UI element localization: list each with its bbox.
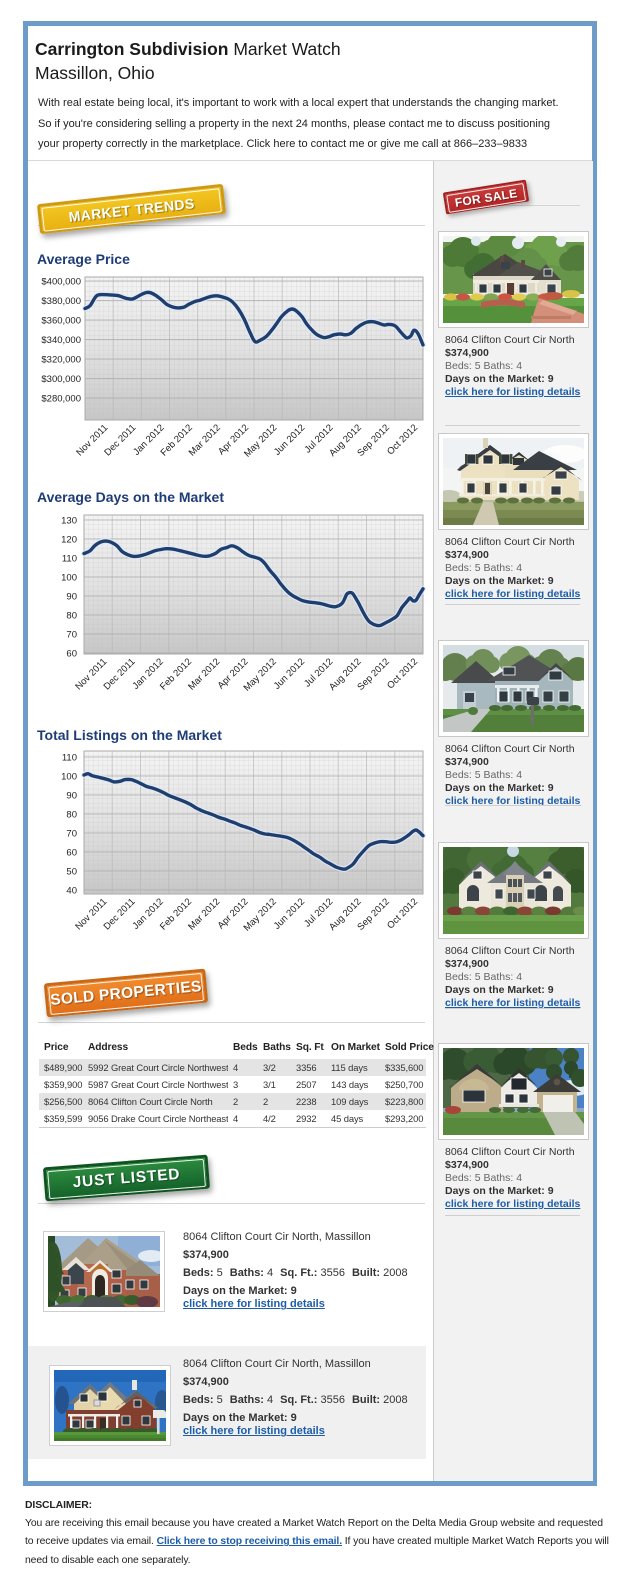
svg-text:$380,000: $380,000 bbox=[41, 296, 81, 307]
svg-text:80: 80 bbox=[66, 810, 77, 821]
svg-text:50: 50 bbox=[66, 867, 77, 878]
svg-text:$300,000: $300,000 bbox=[41, 374, 81, 385]
svg-text:70: 70 bbox=[66, 829, 77, 840]
svg-text:$340,000: $340,000 bbox=[41, 335, 81, 346]
svg-text:100: 100 bbox=[61, 772, 77, 783]
svg-text:Oct 2012: Oct 2012 bbox=[385, 422, 420, 457]
svg-text:Oct 2012: Oct 2012 bbox=[385, 896, 420, 931]
svg-text:Jun 2012: Jun 2012 bbox=[272, 656, 307, 691]
svg-text:$280,000: $280,000 bbox=[41, 394, 81, 405]
svg-text:110: 110 bbox=[62, 753, 77, 764]
svg-text:100: 100 bbox=[61, 573, 77, 584]
svg-text:60: 60 bbox=[66, 848, 77, 859]
svg-text:130: 130 bbox=[61, 516, 77, 527]
svg-text:Jun 2012: Jun 2012 bbox=[272, 422, 307, 457]
svg-text:70: 70 bbox=[66, 630, 77, 641]
svg-text:60: 60 bbox=[66, 649, 77, 660]
svg-text:$400,000: $400,000 bbox=[41, 277, 81, 288]
svg-text:80: 80 bbox=[66, 611, 77, 622]
svg-text:Jun 2012: Jun 2012 bbox=[272, 896, 307, 931]
svg-text:90: 90 bbox=[66, 791, 77, 802]
svg-text:90: 90 bbox=[66, 592, 77, 603]
svg-text:110: 110 bbox=[62, 554, 77, 565]
svg-text:Oct 2012: Oct 2012 bbox=[385, 656, 420, 691]
svg-text:40: 40 bbox=[66, 886, 77, 897]
svg-text:$360,000: $360,000 bbox=[41, 316, 81, 327]
svg-text:120: 120 bbox=[61, 535, 77, 546]
svg-text:$320,000: $320,000 bbox=[41, 355, 81, 366]
